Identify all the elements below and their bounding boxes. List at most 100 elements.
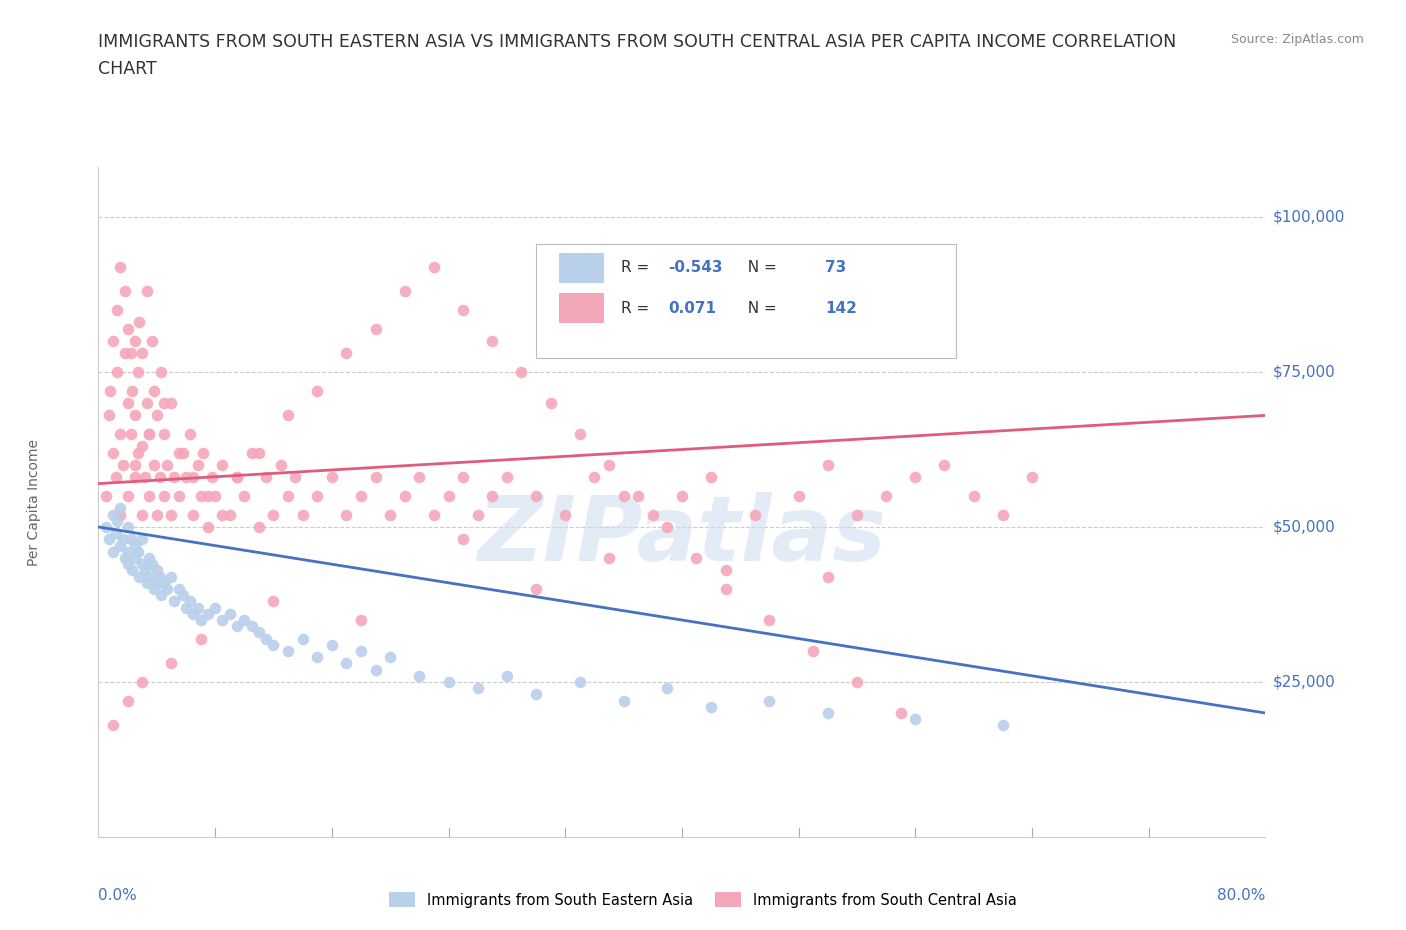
Point bbox=[247, 445, 270, 460]
Point bbox=[127, 365, 149, 379]
Point bbox=[94, 488, 117, 503]
Point bbox=[671, 488, 693, 503]
Point bbox=[240, 618, 263, 633]
Point bbox=[146, 563, 169, 578]
Point bbox=[226, 618, 249, 633]
Point bbox=[112, 458, 135, 472]
Point bbox=[134, 563, 156, 578]
Point bbox=[135, 284, 157, 299]
Point bbox=[247, 625, 270, 640]
Point bbox=[657, 520, 679, 535]
Point bbox=[467, 507, 489, 522]
Point bbox=[190, 613, 212, 628]
Point bbox=[117, 544, 139, 559]
Point bbox=[124, 458, 146, 472]
Point bbox=[124, 470, 146, 485]
Point bbox=[110, 538, 132, 553]
Point bbox=[146, 576, 169, 591]
Text: 142: 142 bbox=[825, 300, 858, 315]
Text: R =: R = bbox=[621, 260, 654, 275]
Text: $100,000: $100,000 bbox=[1272, 209, 1344, 224]
Point bbox=[135, 576, 157, 591]
Point bbox=[598, 458, 620, 472]
Point bbox=[131, 439, 153, 454]
Point bbox=[101, 544, 124, 559]
Point bbox=[524, 488, 547, 503]
Point bbox=[156, 581, 179, 596]
Point bbox=[481, 334, 503, 349]
Point bbox=[94, 520, 117, 535]
Point bbox=[335, 507, 357, 522]
Point bbox=[991, 718, 1014, 733]
Point bbox=[247, 520, 270, 535]
Point bbox=[138, 551, 160, 565]
Point bbox=[1021, 470, 1043, 485]
Point bbox=[149, 470, 172, 485]
Text: 0.0%: 0.0% bbox=[98, 888, 138, 903]
Point bbox=[105, 513, 128, 528]
Point bbox=[124, 551, 146, 565]
Point bbox=[105, 302, 128, 317]
Point bbox=[110, 259, 132, 274]
Point bbox=[437, 488, 460, 503]
Point bbox=[350, 644, 373, 658]
Point bbox=[364, 321, 387, 336]
Text: Per Capita Income: Per Capita Income bbox=[27, 439, 41, 565]
Point bbox=[233, 488, 256, 503]
Point bbox=[568, 427, 591, 442]
Point bbox=[335, 346, 357, 361]
Point bbox=[172, 445, 194, 460]
Point bbox=[467, 681, 489, 696]
Point bbox=[962, 488, 984, 503]
Point bbox=[233, 613, 256, 628]
Point bbox=[153, 395, 176, 410]
Point bbox=[142, 383, 165, 398]
Point bbox=[197, 520, 219, 535]
Point bbox=[174, 600, 197, 615]
Text: -0.543: -0.543 bbox=[668, 260, 723, 275]
Point bbox=[254, 470, 277, 485]
Point bbox=[150, 365, 173, 379]
Legend: Immigrants from South Eastern Asia, Immigrants from South Central Asia: Immigrants from South Eastern Asia, Immi… bbox=[384, 886, 1022, 913]
Point bbox=[197, 606, 219, 621]
Point bbox=[153, 427, 176, 442]
Point bbox=[110, 501, 132, 516]
Point bbox=[181, 507, 204, 522]
Point bbox=[131, 507, 153, 522]
Point bbox=[744, 507, 766, 522]
Text: 0.071: 0.071 bbox=[668, 300, 716, 315]
Point bbox=[437, 674, 460, 689]
Point bbox=[142, 458, 165, 472]
Point bbox=[101, 334, 124, 349]
Point bbox=[160, 507, 183, 522]
Point bbox=[160, 656, 183, 671]
Point bbox=[114, 551, 136, 565]
Text: N =: N = bbox=[738, 260, 782, 275]
Point bbox=[714, 581, 737, 596]
Point bbox=[160, 395, 183, 410]
Point bbox=[226, 470, 249, 485]
Point bbox=[110, 507, 132, 522]
Point bbox=[817, 706, 839, 721]
Point bbox=[758, 613, 780, 628]
Point bbox=[211, 458, 233, 472]
Point bbox=[197, 488, 219, 503]
Point bbox=[156, 458, 179, 472]
Point bbox=[495, 470, 517, 485]
Point bbox=[451, 532, 474, 547]
Point bbox=[131, 346, 153, 361]
Point bbox=[163, 594, 186, 609]
Point bbox=[307, 488, 329, 503]
Point bbox=[408, 470, 430, 485]
Point bbox=[277, 644, 299, 658]
Point bbox=[991, 507, 1014, 522]
Point bbox=[787, 488, 810, 503]
Point bbox=[627, 488, 650, 503]
Point bbox=[120, 346, 142, 361]
Point bbox=[423, 507, 446, 522]
Point bbox=[117, 488, 139, 503]
Point bbox=[117, 557, 139, 572]
Point bbox=[540, 395, 562, 410]
Point bbox=[817, 569, 839, 584]
Point bbox=[104, 525, 127, 540]
